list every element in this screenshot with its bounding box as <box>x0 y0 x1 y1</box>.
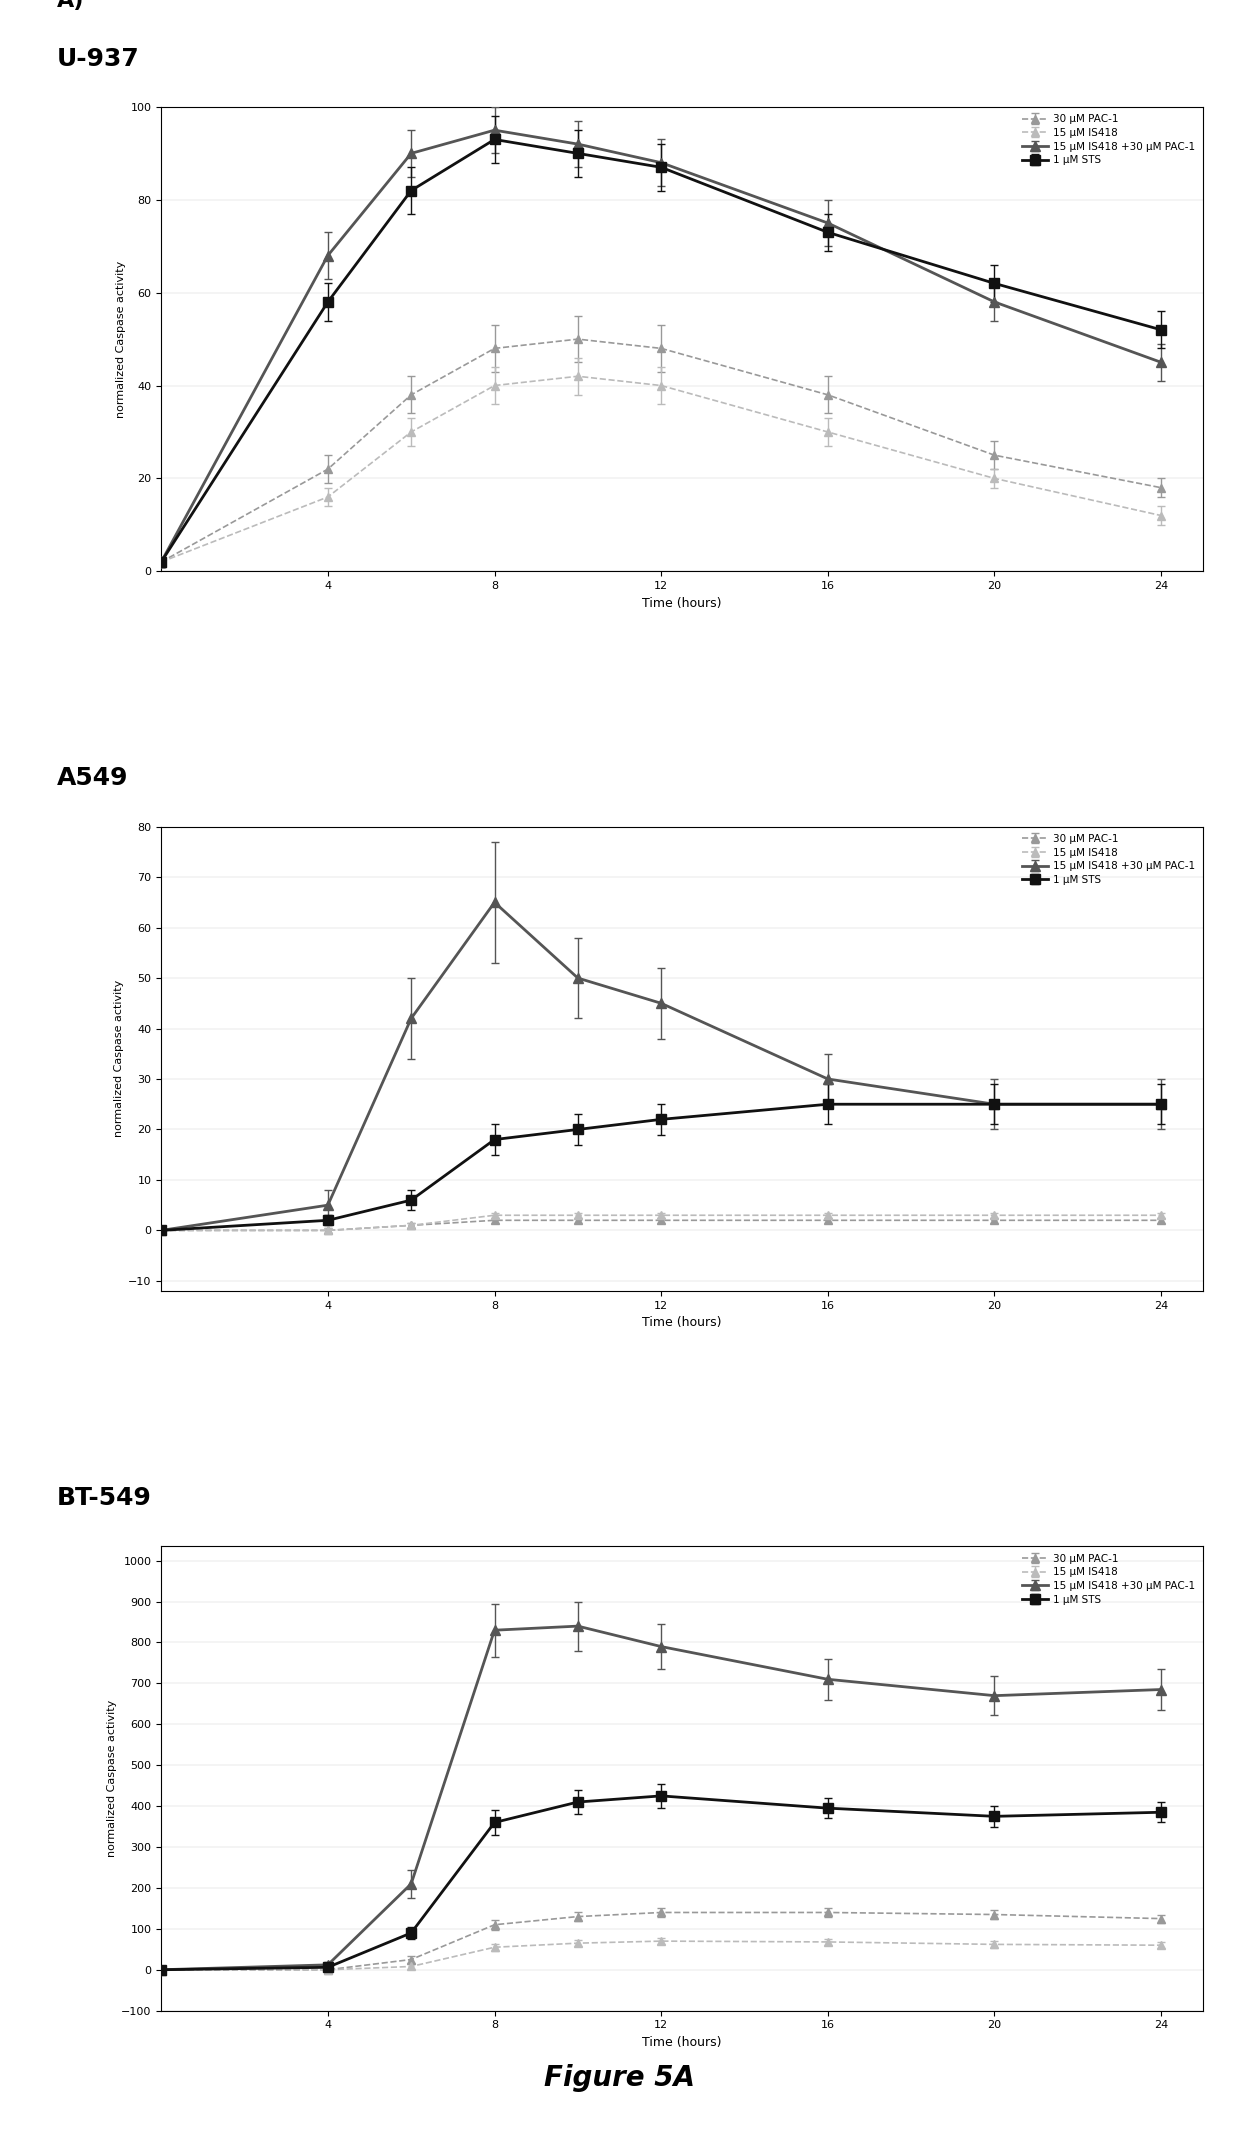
Legend: 30 μM PAC-1, 15 μM IS418, 15 μM IS418 +30 μM PAC-1, 1 μM STS: 30 μM PAC-1, 15 μM IS418, 15 μM IS418 +3… <box>1021 1551 1198 1606</box>
Text: BT-549: BT-549 <box>57 1487 153 1510</box>
Text: A549: A549 <box>57 766 129 789</box>
Legend: 30 μM PAC-1, 15 μM IS418, 15 μM IS418 +30 μM PAC-1, 1 μM STS: 30 μM PAC-1, 15 μM IS418, 15 μM IS418 +3… <box>1021 832 1198 888</box>
Y-axis label: normalized Caspase activity: normalized Caspase activity <box>114 980 124 1138</box>
Y-axis label: normalized Caspase activity: normalized Caspase activity <box>117 261 126 417</box>
X-axis label: Time (hours): Time (hours) <box>642 2036 722 2049</box>
Legend: 30 μM PAC-1, 15 μM IS418, 15 μM IS418 +30 μM PAC-1, 1 μM STS: 30 μM PAC-1, 15 μM IS418, 15 μM IS418 +3… <box>1021 111 1198 167</box>
Text: Figure 5A: Figure 5A <box>544 2064 696 2092</box>
Text: U-937: U-937 <box>57 47 140 71</box>
X-axis label: Time (hours): Time (hours) <box>642 1315 722 1328</box>
Y-axis label: normalized Caspase activity: normalized Caspase activity <box>107 1701 117 1857</box>
X-axis label: Time (hours): Time (hours) <box>642 597 722 610</box>
Text: A): A) <box>57 0 84 11</box>
